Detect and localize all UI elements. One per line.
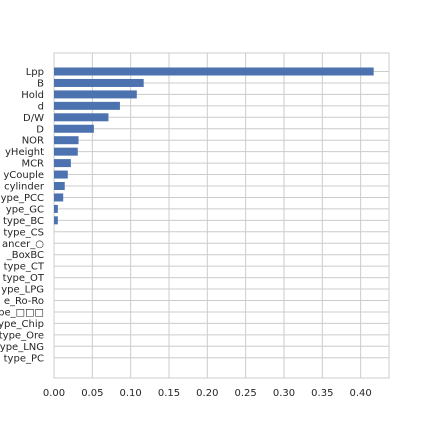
bar-1 bbox=[54, 78, 144, 87]
bar-12 bbox=[54, 204, 58, 213]
y-tick-label: ype_Chip bbox=[0, 319, 44, 330]
y-tick-label: type_CT bbox=[4, 262, 45, 273]
y-tick-label: D/W bbox=[23, 113, 44, 124]
y-tick-label: type_BC bbox=[3, 216, 44, 227]
bar-8 bbox=[54, 159, 71, 168]
bar-13 bbox=[54, 216, 58, 225]
y-tick-label: B bbox=[37, 78, 44, 89]
y-tick-label: e_Ro-Ro bbox=[4, 296, 44, 307]
bar-7 bbox=[54, 147, 78, 156]
plot-area bbox=[53, 52, 390, 379]
y-tick-label: cylinder bbox=[4, 182, 45, 193]
y-tick-label: ype_□□□ bbox=[0, 307, 44, 318]
x-tick-label: 0.35 bbox=[311, 388, 333, 399]
x-tick-label: 0.00 bbox=[43, 388, 65, 399]
bar-5 bbox=[54, 124, 94, 133]
y-tick-label: type_PC bbox=[4, 353, 44, 364]
x-tick-label: 0.40 bbox=[350, 388, 372, 399]
x-tick-label: 0.30 bbox=[273, 388, 295, 399]
y-tick-label: _BoxBC bbox=[6, 250, 44, 261]
bars bbox=[54, 67, 374, 225]
bar-0 bbox=[54, 67, 374, 76]
y-tick-label: MCR bbox=[21, 159, 44, 170]
x-tick-labels: 0.00 0.05 0.10 0.15 0.20 0.25 0.30 0.35 0.40 bbox=[43, 388, 372, 399]
y-tick-label: ancer_○ bbox=[2, 239, 44, 250]
bar-10 bbox=[54, 182, 65, 190]
x-tick-label: 0.05 bbox=[81, 388, 103, 399]
bar-2 bbox=[54, 90, 137, 99]
bar-6 bbox=[54, 136, 79, 145]
x-tick-label: 0.15 bbox=[158, 388, 180, 399]
bar-11 bbox=[54, 193, 64, 202]
y-tick-label: NOR bbox=[22, 136, 44, 147]
y-tick-label: type_Ore bbox=[0, 330, 44, 341]
x-tick-label: 0.25 bbox=[235, 388, 257, 399]
y-tick-label: ype_GC bbox=[6, 204, 44, 215]
x-tick-label: 0.20 bbox=[196, 388, 218, 399]
x-tick-label: 0.10 bbox=[120, 388, 142, 399]
y-tick-label: ype_LNG bbox=[0, 342, 44, 353]
y-tick-label: type_CS bbox=[3, 227, 44, 238]
y-tick-label: D bbox=[36, 124, 44, 135]
y-tick-label: Lpp bbox=[26, 67, 44, 78]
y-tick-label: ype_LPG bbox=[1, 285, 44, 296]
y-tick-label: yHeight bbox=[5, 147, 44, 158]
bar-4 bbox=[54, 113, 109, 122]
y-tick-label: d bbox=[38, 101, 44, 112]
bar-3 bbox=[54, 101, 120, 110]
y-tick-label: Hold bbox=[21, 90, 44, 101]
y-tick-label: ype_PCC bbox=[1, 193, 44, 204]
y-tick-labels: LppBHolddD/WDNORyHeightMCRyCouplecylinde… bbox=[0, 67, 45, 364]
y-tick-label: type_OT bbox=[3, 273, 45, 284]
bar-9 bbox=[54, 170, 68, 179]
y-tick-label: yCouple bbox=[3, 170, 44, 181]
